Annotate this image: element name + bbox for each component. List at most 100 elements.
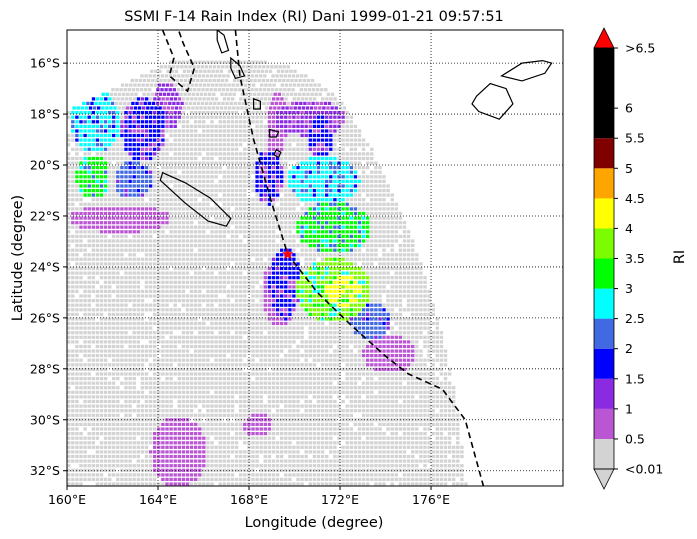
rain-pixel xyxy=(284,285,288,289)
rain-pixel xyxy=(294,92,298,96)
rain-pixel xyxy=(75,239,79,243)
rain-pixel xyxy=(288,111,292,115)
rain-pixel xyxy=(112,129,116,133)
rain-pixel xyxy=(148,133,153,138)
rain-pixel xyxy=(288,152,292,156)
rain-pixel xyxy=(222,335,226,339)
rain-pixel xyxy=(136,276,140,280)
rain-pixel xyxy=(250,88,254,92)
rain-pixel xyxy=(263,198,267,202)
rain-pixel xyxy=(214,138,218,142)
rain-pixel xyxy=(136,280,140,284)
rain-pixel xyxy=(378,312,382,316)
rain-pixel xyxy=(185,248,190,252)
rain-pixel xyxy=(255,303,259,307)
rain-pixel xyxy=(132,211,136,216)
rain-pixel xyxy=(267,271,272,275)
rain-pixel xyxy=(237,65,241,69)
rain-pixel xyxy=(71,111,75,115)
rain-pixel xyxy=(202,285,206,289)
rain-pixel xyxy=(431,335,435,339)
rain-pixel xyxy=(255,179,259,183)
rain-pixel xyxy=(330,106,334,110)
rain-pixel xyxy=(181,285,186,289)
rain-pixel xyxy=(293,106,297,110)
rain-pixel xyxy=(153,138,157,142)
rain-pixel xyxy=(226,308,231,312)
rain-pixel xyxy=(271,303,276,307)
rain-pixel xyxy=(99,294,104,298)
rain-pixel xyxy=(157,161,161,165)
rain-pixel xyxy=(349,156,353,161)
rain-pixel xyxy=(255,321,259,326)
rain-pixel xyxy=(194,367,198,371)
rain-pixel xyxy=(349,239,353,243)
rain-pixel xyxy=(341,317,345,321)
rain-pixel xyxy=(134,78,139,83)
rain-pixel xyxy=(128,340,132,344)
rain-pixel xyxy=(259,202,263,206)
rain-pixel xyxy=(276,97,280,101)
rain-pixel xyxy=(374,363,378,367)
rain-pixel xyxy=(329,294,333,298)
rain-pixel xyxy=(308,253,312,257)
rain-pixel xyxy=(271,266,276,271)
rain-pixel xyxy=(83,326,87,330)
rain-pixel xyxy=(333,138,337,142)
rain-pixel xyxy=(370,156,374,161)
rain-pixel xyxy=(259,349,263,353)
rain-pixel xyxy=(333,239,337,243)
rain-pixel xyxy=(113,92,118,96)
rain-pixel xyxy=(337,161,341,165)
rain-pixel xyxy=(99,161,104,165)
rain-pixel xyxy=(353,198,358,202)
rain-pixel xyxy=(316,335,321,339)
rain-pixel xyxy=(148,340,153,344)
rain-pixel xyxy=(239,303,243,307)
rain-pixel xyxy=(337,193,341,197)
rain-pixel xyxy=(71,358,75,362)
rain-pixel xyxy=(316,234,321,238)
rain-pixel xyxy=(382,239,386,243)
rain-pixel xyxy=(194,138,198,142)
rain-pixel xyxy=(91,285,95,289)
rain-pixel xyxy=(406,331,411,335)
rain-pixel xyxy=(194,184,198,188)
rain-pixel xyxy=(206,83,211,87)
rain-pixel xyxy=(181,152,186,156)
rain-pixel xyxy=(415,294,419,298)
rain-pixel xyxy=(374,289,378,293)
rain-pixel xyxy=(169,193,173,197)
rain-pixel xyxy=(316,202,321,206)
rain-pixel xyxy=(136,257,140,261)
rain-pixel xyxy=(189,211,194,216)
rain-pixel xyxy=(169,156,173,161)
rain-pixel xyxy=(275,344,280,349)
rain-pixel xyxy=(124,358,128,362)
rain-pixel xyxy=(345,221,349,225)
rain-pixel xyxy=(99,147,104,151)
rain-pixel xyxy=(398,363,403,367)
rain-pixel xyxy=(353,225,358,229)
rain-pixel xyxy=(312,299,317,303)
rain-pixel xyxy=(329,221,333,225)
rain-pixel xyxy=(374,166,378,170)
rain-pixel xyxy=(87,308,91,312)
rain-pixel xyxy=(259,262,263,266)
rain-pixel xyxy=(277,92,281,96)
rain-pixel xyxy=(247,156,251,161)
rain-pixel xyxy=(116,276,120,280)
rain-pixel xyxy=(280,308,284,312)
rain-pixel xyxy=(144,244,149,248)
rain-pixel xyxy=(275,262,280,266)
rain-pixel xyxy=(83,230,87,234)
rain-pixel xyxy=(341,248,345,252)
rain-pixel xyxy=(304,317,308,321)
rain-pixel xyxy=(431,321,435,326)
rain-pixel xyxy=(83,363,87,367)
rain-pixel xyxy=(75,326,79,330)
rain-pixel xyxy=(308,138,312,142)
rain-pixel xyxy=(214,349,218,353)
rain-pixel xyxy=(120,312,124,316)
rain-pixel xyxy=(132,257,136,261)
